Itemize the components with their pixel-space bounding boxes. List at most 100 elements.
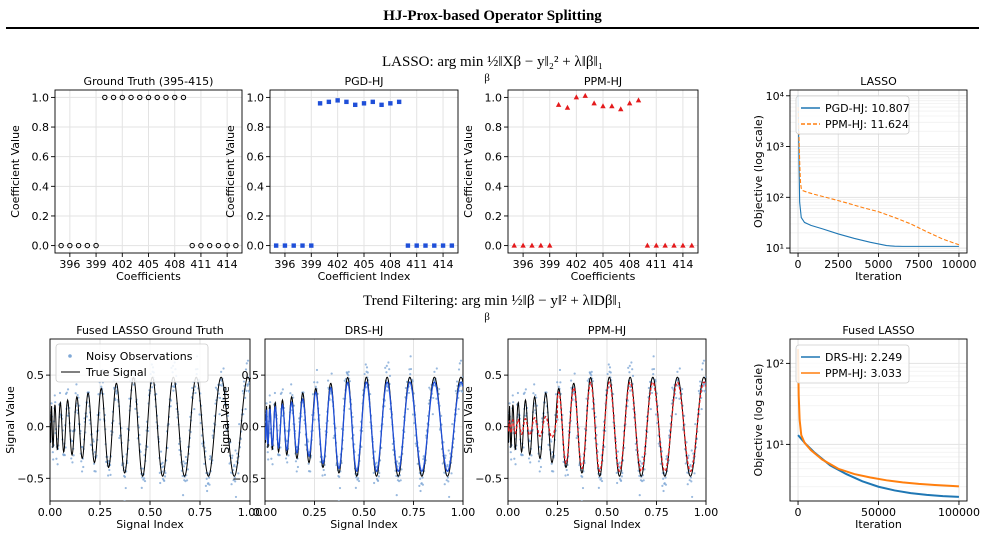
data-point bbox=[511, 242, 517, 248]
noisy-point bbox=[74, 392, 77, 395]
noisy-point bbox=[295, 470, 298, 473]
legend-label: Noisy Observations bbox=[86, 350, 193, 363]
noisy-point bbox=[524, 388, 527, 391]
y-tick-label: 10¹ bbox=[766, 242, 784, 255]
noisy-point bbox=[457, 407, 460, 411]
data-point bbox=[414, 243, 419, 248]
x-tick-label: 10000 bbox=[941, 258, 976, 271]
noisy-point bbox=[534, 393, 537, 397]
noisy-point bbox=[678, 397, 681, 400]
data-point bbox=[172, 94, 178, 101]
noisy-point bbox=[665, 457, 668, 461]
noisy-point bbox=[159, 450, 163, 453]
noisy-point bbox=[409, 367, 413, 371]
noisy-point bbox=[99, 418, 102, 421]
data-point bbox=[582, 92, 588, 98]
noisy-point bbox=[455, 380, 459, 383]
noisy-point bbox=[643, 468, 646, 471]
noisy-point bbox=[172, 389, 175, 392]
noisy-point bbox=[231, 454, 234, 457]
noisy-point bbox=[416, 462, 419, 465]
y-axis-label: Coefficient Value bbox=[9, 125, 22, 218]
noisy-point bbox=[233, 463, 236, 467]
noisy-point bbox=[590, 374, 593, 377]
noisy-point bbox=[326, 379, 330, 382]
noisy-point bbox=[650, 391, 654, 395]
y-tick-label: 0.0 bbox=[485, 421, 503, 434]
noisy-point bbox=[639, 460, 642, 463]
noisy-point bbox=[702, 384, 705, 387]
noisy-point bbox=[338, 486, 342, 490]
noisy-point bbox=[388, 374, 392, 378]
data-point bbox=[573, 94, 580, 100]
noisy-point bbox=[654, 413, 658, 416]
data-point bbox=[189, 242, 195, 249]
noisy-point bbox=[54, 401, 57, 404]
noisy-point bbox=[178, 448, 181, 452]
noisy-point bbox=[200, 434, 204, 437]
noisy-point bbox=[80, 470, 84, 473]
noisy-point bbox=[581, 475, 584, 478]
noisy-point bbox=[64, 446, 67, 449]
noisy-point bbox=[173, 385, 176, 389]
data-point bbox=[84, 242, 91, 249]
noisy-point bbox=[123, 500, 126, 501]
y-axis-label: Signal Value bbox=[462, 386, 475, 454]
noisy-point bbox=[667, 434, 671, 437]
noisy-point bbox=[448, 495, 451, 499]
noisy-point bbox=[619, 479, 623, 482]
noisy-point bbox=[285, 439, 288, 443]
x-tick-label: 0 bbox=[795, 506, 802, 519]
noisy-point bbox=[128, 397, 131, 400]
noisy-point bbox=[244, 407, 247, 411]
noisy-point bbox=[447, 449, 450, 452]
y-axis-label: Coefficient Value bbox=[224, 125, 237, 218]
noisy-point bbox=[289, 392, 292, 395]
noisy-point bbox=[384, 366, 387, 369]
noisy-point bbox=[409, 355, 412, 358]
noisy-point bbox=[93, 450, 96, 454]
noisy-point bbox=[236, 452, 239, 455]
noisy-point bbox=[76, 393, 79, 397]
noisy-point bbox=[66, 388, 70, 391]
noisy-point bbox=[626, 399, 629, 402]
noisy-point bbox=[556, 381, 559, 384]
noisy-point bbox=[193, 385, 197, 388]
x-tick-label: 0.50 bbox=[595, 506, 620, 519]
x-tick-label: 411 bbox=[406, 258, 427, 271]
noisy-point bbox=[246, 359, 250, 362]
data-point bbox=[215, 242, 222, 249]
plot-area bbox=[797, 349, 960, 498]
noisy-point bbox=[569, 379, 573, 382]
noisy-point bbox=[694, 423, 697, 426]
noisy-point bbox=[354, 486, 357, 489]
noisy-point bbox=[241, 389, 244, 393]
noisy-point bbox=[420, 482, 423, 485]
data-point bbox=[353, 102, 358, 108]
noisy-point bbox=[530, 454, 533, 457]
noisy-point bbox=[432, 396, 435, 400]
data-point bbox=[449, 243, 455, 248]
noisy-point bbox=[94, 470, 97, 473]
noisy-point bbox=[438, 387, 441, 391]
data-point bbox=[600, 103, 606, 109]
data-point bbox=[224, 242, 230, 249]
data-point bbox=[110, 94, 117, 101]
noisy-point bbox=[435, 397, 438, 400]
noisy-point bbox=[690, 480, 693, 483]
noisy-point bbox=[652, 367, 656, 371]
noisy-point bbox=[53, 394, 56, 397]
noisy-point bbox=[564, 474, 567, 477]
noisy-point bbox=[654, 380, 657, 383]
data-point bbox=[119, 94, 125, 101]
data-point bbox=[635, 97, 642, 103]
noisy-point bbox=[616, 481, 619, 485]
noisy-point bbox=[164, 471, 167, 475]
noisy-point bbox=[629, 389, 632, 392]
noisy-point bbox=[628, 364, 631, 367]
noisy-point bbox=[218, 413, 221, 416]
plot-area bbox=[797, 95, 960, 247]
noisy-point bbox=[386, 389, 389, 392]
data-point bbox=[75, 242, 82, 249]
